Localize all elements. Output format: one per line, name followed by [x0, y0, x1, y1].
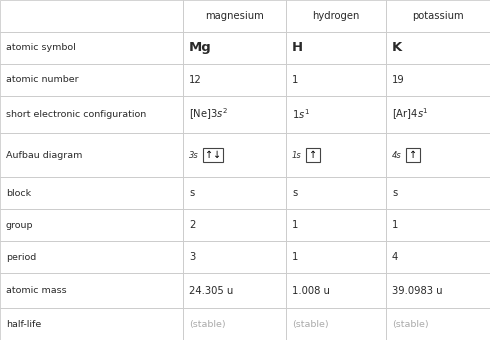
Bar	[386, 0, 490, 32]
Text: s: s	[189, 188, 194, 198]
Text: Aufbau diagram: Aufbau diagram	[6, 151, 82, 159]
Text: block: block	[6, 189, 31, 198]
Bar	[0, 32, 183, 64]
Text: s: s	[292, 188, 297, 198]
Bar	[0, 273, 183, 308]
Text: (stable): (stable)	[392, 320, 429, 328]
Text: 3s: 3s	[189, 151, 199, 159]
Bar	[0, 177, 183, 209]
Text: s: s	[392, 188, 397, 198]
Bar	[286, 32, 386, 64]
Text: atomic symbol: atomic symbol	[6, 43, 76, 52]
Text: potassium: potassium	[412, 11, 464, 21]
Text: 3: 3	[189, 252, 195, 262]
Bar	[286, 273, 386, 308]
Text: 12: 12	[189, 75, 202, 85]
Bar	[386, 133, 490, 177]
Text: Mg: Mg	[189, 41, 212, 54]
Bar	[386, 209, 490, 241]
Bar	[183, 273, 286, 308]
Text: 24.305 u: 24.305 u	[189, 286, 233, 295]
Text: (stable): (stable)	[292, 320, 329, 328]
Text: ↓: ↓	[213, 150, 221, 160]
Text: 1: 1	[392, 220, 398, 230]
Bar	[0, 209, 183, 241]
Text: period: period	[6, 253, 36, 261]
Bar	[183, 0, 286, 32]
Bar	[286, 241, 386, 273]
Bar	[286, 209, 386, 241]
Bar	[386, 177, 490, 209]
Bar	[183, 177, 286, 209]
Bar	[0, 0, 183, 32]
Text: 19: 19	[392, 75, 405, 85]
Text: ↑: ↑	[309, 150, 317, 160]
Bar	[386, 308, 490, 340]
Text: short electronic configuration: short electronic configuration	[6, 110, 146, 119]
Bar	[286, 177, 386, 209]
Text: 1: 1	[292, 75, 298, 85]
Bar	[183, 308, 286, 340]
Text: 1: 1	[292, 252, 298, 262]
Bar	[183, 32, 286, 64]
Text: 4: 4	[392, 252, 398, 262]
Text: half-life: half-life	[6, 320, 41, 328]
Text: 2: 2	[189, 220, 196, 230]
Bar	[286, 133, 386, 177]
Text: (stable): (stable)	[189, 320, 225, 328]
Bar	[183, 96, 286, 133]
Text: magnesium: magnesium	[205, 11, 264, 21]
Text: ↑: ↑	[409, 150, 417, 160]
Text: H: H	[292, 41, 303, 54]
Bar	[386, 32, 490, 64]
Bar	[0, 308, 183, 340]
Text: 4s: 4s	[392, 151, 402, 159]
Text: 1: 1	[292, 220, 298, 230]
Bar	[386, 64, 490, 96]
Bar	[183, 241, 286, 273]
Text: K: K	[392, 41, 402, 54]
Text: group: group	[6, 221, 33, 230]
Bar	[203, 148, 223, 162]
Bar	[306, 148, 320, 162]
Bar	[0, 64, 183, 96]
Bar	[386, 96, 490, 133]
Text: 1s: 1s	[292, 151, 302, 159]
Bar	[386, 273, 490, 308]
Text: ↑: ↑	[204, 150, 213, 160]
Text: [Ar]4$s^1$: [Ar]4$s^1$	[392, 106, 429, 122]
Bar	[286, 0, 386, 32]
Text: [Ne]3$s^2$: [Ne]3$s^2$	[189, 106, 228, 122]
Bar	[286, 308, 386, 340]
Bar	[183, 64, 286, 96]
Text: atomic number: atomic number	[6, 75, 78, 84]
Text: hydrogen: hydrogen	[312, 11, 360, 21]
Bar	[406, 148, 420, 162]
Bar	[0, 133, 183, 177]
Bar	[286, 64, 386, 96]
Bar	[183, 133, 286, 177]
Text: 39.0983 u: 39.0983 u	[392, 286, 442, 295]
Text: atomic mass: atomic mass	[6, 286, 67, 295]
Bar	[183, 209, 286, 241]
Bar	[0, 241, 183, 273]
Bar	[386, 241, 490, 273]
Text: 1.008 u: 1.008 u	[292, 286, 330, 295]
Bar	[0, 96, 183, 133]
Bar	[286, 96, 386, 133]
Text: $1s^1$: $1s^1$	[292, 107, 310, 121]
